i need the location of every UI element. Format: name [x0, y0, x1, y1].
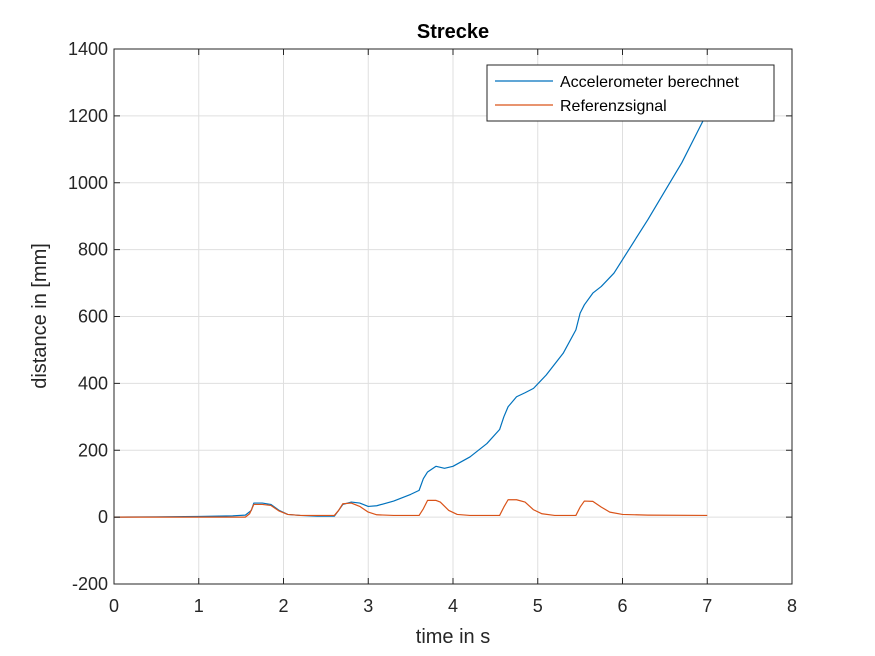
- legend-label-referenzsignal: Referenzsignal: [560, 98, 667, 115]
- y-tick-label: 0: [98, 507, 108, 527]
- legend-label-accelerometer: Accelerometer berechnet: [560, 74, 739, 91]
- y-tick-label: -200: [72, 574, 108, 594]
- y-tick-label: 1200: [68, 106, 108, 126]
- x-tick-label: 0: [109, 596, 119, 616]
- y-tick-label: 800: [78, 240, 108, 260]
- legend: Accelerometer berechnet Referenzsignal: [486, 64, 775, 122]
- grid: [114, 49, 792, 584]
- chart-title: Strecke: [417, 21, 489, 43]
- x-tick-labels: 0 1 2 3 4 5 6 7 8: [109, 596, 797, 616]
- series-line-accelerometer: [114, 112, 708, 518]
- y-tick-label: 1400: [68, 39, 108, 59]
- y-tick-label: 600: [78, 307, 108, 327]
- series-group: [114, 112, 708, 518]
- x-tick-label: 5: [533, 596, 543, 616]
- ticks: [113, 48, 793, 585]
- x-tick-label: 8: [787, 596, 797, 616]
- y-tick-label: 400: [78, 373, 108, 393]
- x-tick-label: 7: [702, 596, 712, 616]
- x-tick-label: 6: [617, 596, 627, 616]
- y-tick-labels: -200 0 200 400 600 800 1000 1200 1400: [68, 39, 108, 594]
- x-tick-label: 1: [194, 596, 204, 616]
- legend-box: [486, 64, 775, 122]
- y-tick-label: 200: [78, 440, 108, 460]
- series-line-referenzsignal: [114, 499, 708, 518]
- x-tick-label: 3: [363, 596, 373, 616]
- y-axis-label: distance in [mm]: [29, 243, 51, 389]
- x-tick-label: 4: [448, 596, 458, 616]
- y-tick-label: 1000: [68, 173, 108, 193]
- x-tick-label: 2: [278, 596, 288, 616]
- x-axis-label: time in s: [416, 626, 490, 648]
